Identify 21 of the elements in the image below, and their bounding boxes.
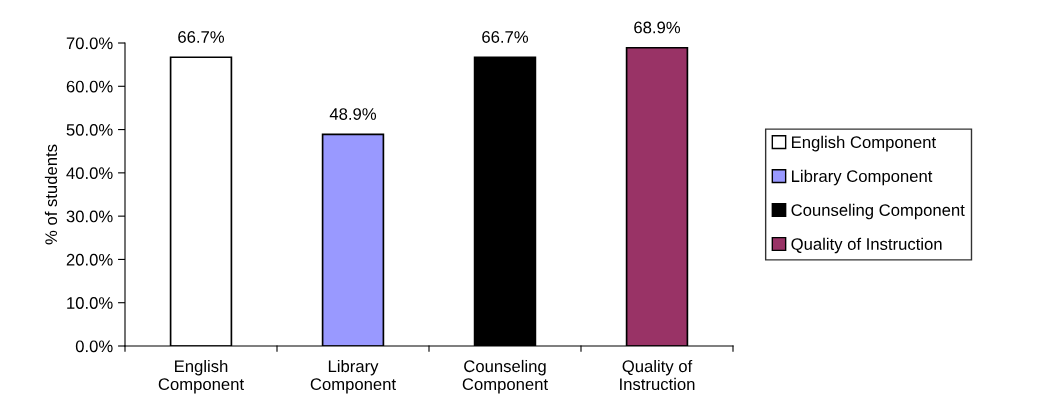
data-label: 66.7%: [178, 31, 225, 43]
data-label: 68.9%: [634, 21, 681, 34]
y-tick-label: 0.0%: [75, 340, 113, 353]
data-label: 48.9%: [329, 108, 377, 120]
x-tick-label: English Component: [158, 359, 244, 394]
y-tick-label: 60.0%: [66, 80, 113, 93]
y-tick-label: 40.0%: [66, 167, 113, 180]
x-tick-label: Counseling Component: [462, 359, 548, 394]
y-tick-label: 20.0%: [66, 253, 113, 266]
legend-label: English Component: [792, 135, 936, 152]
legend-label: Counseling Component: [791, 203, 965, 220]
y-tick-label: 10.0%: [67, 297, 113, 309]
y-axis-title: % of students: [44, 144, 58, 245]
legend-label: Library Component: [792, 169, 933, 186]
x-tick-label: Quality of Instruction: [620, 359, 695, 391]
y-tick-label: 70.0%: [66, 37, 113, 50]
x-tick-label: Library Component: [310, 359, 396, 394]
y-tick-label: 50.0%: [66, 123, 113, 136]
legend-label: Quality of Instruction: [791, 237, 942, 254]
y-tick-label: 30.0%: [66, 210, 113, 223]
data-label: 66.7%: [482, 31, 529, 43]
